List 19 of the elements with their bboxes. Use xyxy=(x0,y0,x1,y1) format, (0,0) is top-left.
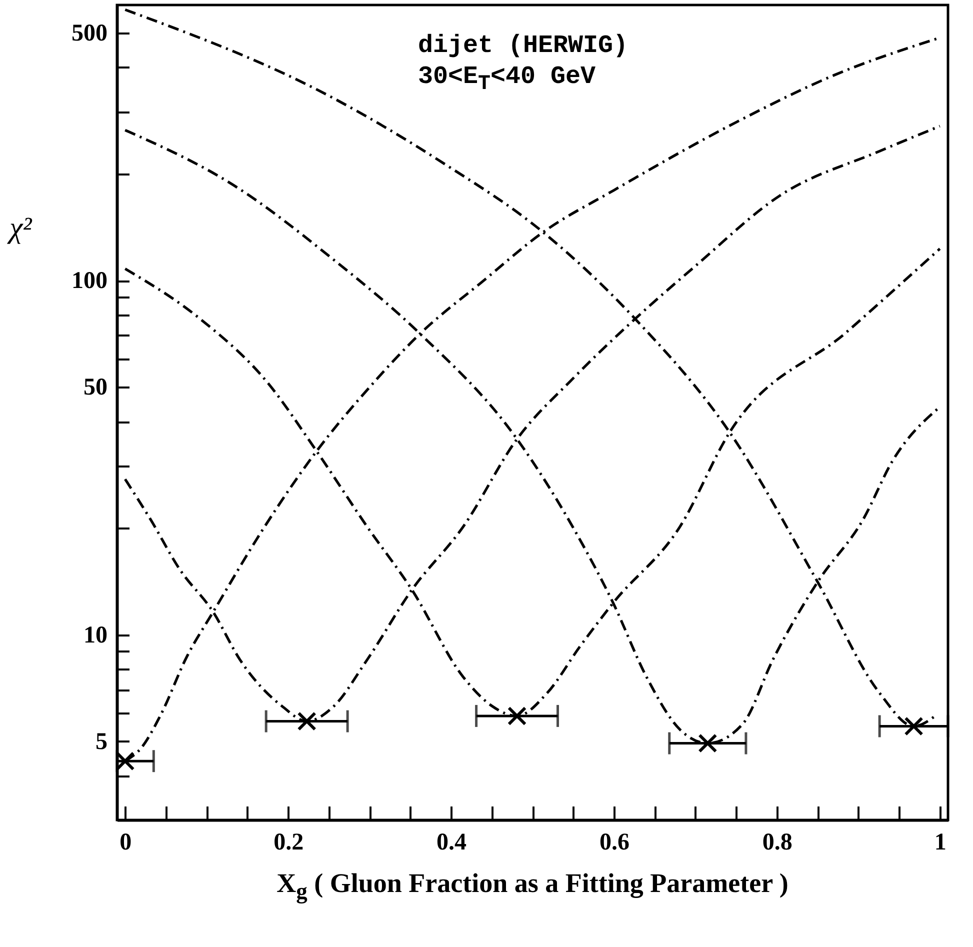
x-tick-label: 0 xyxy=(120,830,132,856)
point xyxy=(698,734,718,753)
point xyxy=(297,712,316,731)
y-tick-label: 50 xyxy=(84,374,108,401)
annotation: dijet (HERWIG) xyxy=(418,30,628,61)
point xyxy=(904,716,924,736)
y-axis-title: χ² xyxy=(6,212,33,244)
x-axis-title: X$_{g}$ ( Gluon Fraction as a Fitting Parameter ) xyxy=(276,868,790,904)
annotation: 30<E$_{T}$<40 GeV xyxy=(418,61,597,98)
x-tick-label: 0.6 xyxy=(599,830,630,856)
point xyxy=(507,706,527,726)
y-tick-label: 500 xyxy=(72,20,108,47)
y-tick-label: 5 xyxy=(96,728,108,755)
y-tick-label: 100 xyxy=(72,268,108,294)
x-tick-label: 1 xyxy=(934,830,946,856)
y-tick-label: 10 xyxy=(84,622,108,648)
x-tick-label: 0.2 xyxy=(274,830,304,856)
x-tick-label: 0.8 xyxy=(762,830,792,856)
x-tick-label: 0.4 xyxy=(436,830,467,856)
